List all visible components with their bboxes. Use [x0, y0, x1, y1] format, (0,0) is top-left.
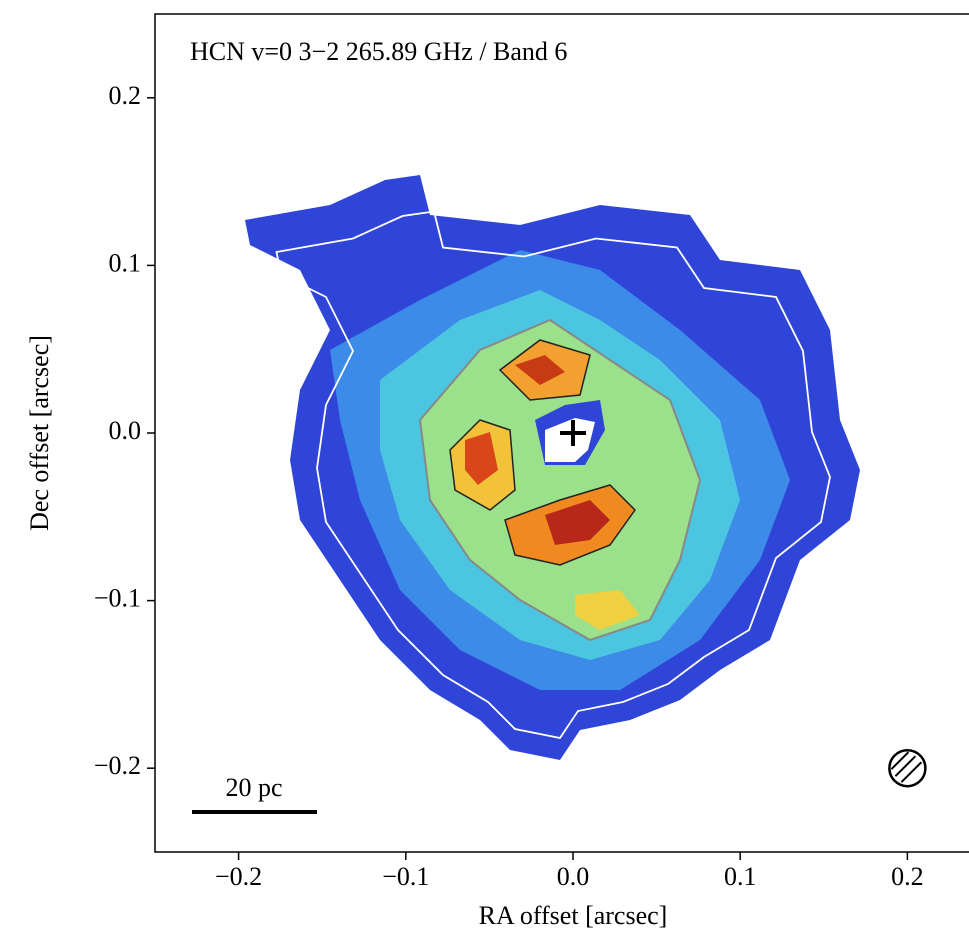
x-tick-label: 0.0: [557, 862, 590, 891]
map-red2: [515, 355, 565, 385]
x-tick-label: −0.2: [215, 862, 262, 891]
x-tick-label: 0.2: [891, 862, 924, 891]
y-tick-label: 0.2: [109, 81, 142, 110]
contour-black: [449, 339, 636, 566]
contour-white: [275, 210, 831, 740]
beam-hatch: [890, 751, 923, 783]
beam: [888, 748, 927, 788]
y-tick-label: −0.2: [94, 751, 141, 780]
map-green: [420, 320, 700, 640]
emission-map: [245, 175, 860, 760]
map-hole: [545, 418, 595, 462]
x-tick-label: −0.1: [382, 862, 429, 891]
map-red: [465, 432, 498, 485]
contour-gray: [418, 318, 702, 642]
scale-bar-label: 20 pc: [225, 773, 282, 802]
x-tick-label: 0.1: [724, 862, 757, 891]
y-tick-label: 0.1: [109, 248, 142, 277]
y-axis-label: Dec offset [arcsec]: [25, 335, 54, 531]
x-axis-label: RA offset [arcsec]: [479, 901, 668, 930]
y-tick-label: 0.0: [109, 416, 142, 445]
annotation: HCN v=0 3−2 265.89 GHz / Band 6: [190, 37, 567, 66]
center-marker: [560, 420, 586, 446]
map-yellow2: [575, 590, 640, 630]
y-tick-label: −0.1: [94, 584, 141, 613]
map-red3: [545, 500, 610, 545]
